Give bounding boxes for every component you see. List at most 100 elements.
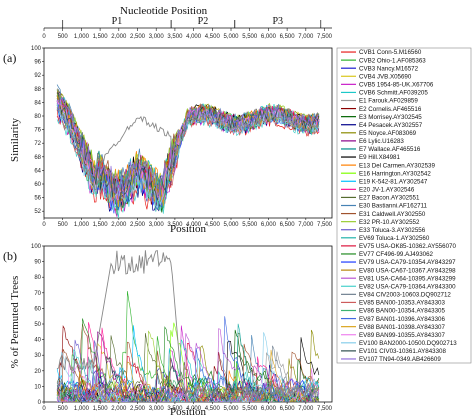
x-tick-label: 5,500 (242, 406, 258, 412)
y-tick-label: 40 (34, 338, 41, 344)
panel-a-traces (56, 84, 320, 218)
nucleotide-position-bar: Nucleotide Position 0 500 1,000 1,500 2,000 2… (42, 5, 332, 40)
legend-label: EV80 USA-CA67-10367.AY843298 (359, 267, 456, 274)
x-tick-label: 0 (42, 406, 46, 412)
legend-label: EV75 USA-OK85-10362.AY556070 (359, 243, 456, 250)
top-tick-label: 6,000 (261, 34, 277, 40)
x-tick-label: 7,000 (298, 406, 314, 412)
y-tick-label: 30 (34, 353, 41, 359)
top-tick-label: 1,000 (74, 34, 90, 40)
legend-label: CVB6 Schmitt.AF039205 (359, 90, 428, 97)
region-label: P1 (112, 16, 123, 27)
permuted-line (56, 379, 320, 402)
permuted-line (56, 249, 320, 399)
y-tick-label: 70 (34, 291, 41, 297)
legend-label: EV79 USA-CA79-10354.AY843297 (359, 259, 456, 266)
x-tick-label: 3,500 (167, 222, 183, 228)
x-tick-label: 5,000 (224, 406, 240, 412)
legend-label: EV89 BAN99-10355.AY843307 (359, 332, 445, 339)
y-tick-label: 64 (34, 168, 41, 174)
top-tick-label: 5,000 (224, 34, 240, 40)
legend-label: E7 Wallace.AF465516 (359, 146, 421, 153)
region-label: P3 (272, 16, 283, 27)
y-tick-label: 10 (34, 384, 41, 390)
panel-b-label: (b) (3, 249, 17, 263)
y-tick-label: 100 (31, 46, 42, 52)
x-tick-label: 4,500 (205, 222, 221, 228)
x-tick-label: 1,500 (93, 222, 109, 228)
y-tick-label: 76 (34, 128, 41, 134)
legend-label: CVB4 JVB.X05690 (359, 73, 412, 80)
x-tick-label: 5,500 (242, 222, 258, 228)
y-tick-label: 88 (34, 87, 41, 93)
x-tick-label: 1,000 (74, 222, 90, 228)
y-tick-label: 100 (31, 244, 42, 250)
legend-label: EV85 BAN00-10353.AY843303 (359, 300, 445, 307)
legend-label: E30 Bastianni.AF162711 (359, 203, 428, 210)
y-tick-label: 0 (38, 400, 42, 406)
x-tick-label: 2,000 (111, 222, 127, 228)
legend-label: EV84 CIV2003-10603.DQ902712 (359, 292, 451, 299)
y-tick-label: 72 (34, 141, 41, 147)
y-tick-label: 96 (34, 60, 41, 66)
permuted-line (56, 316, 320, 402)
panel-a-ylabel: Similarity (9, 118, 21, 163)
x-tick-label: 7,500 (317, 406, 333, 412)
legend-label: E3 Morrisey.AY302545 (359, 114, 422, 121)
x-tick-label: 4,000 (186, 406, 202, 412)
panel-b-xlabel: Position (170, 406, 207, 418)
x-tick-label: 4,000 (186, 222, 202, 228)
legend-label: CVB3 Nancy.M16572 (359, 65, 419, 72)
x-tick-label: 500 (58, 222, 69, 228)
legend-label: E13 Del Carmen.AY302539 (359, 162, 435, 169)
y-tick-label: 60 (34, 306, 41, 312)
y-tick-label: 20 (34, 369, 41, 375)
legend-label: EV86 BAN00-10354.AY843305 (359, 308, 445, 315)
x-tick-label: 6,500 (280, 406, 296, 412)
panel-b-plot-area (43, 245, 333, 403)
similarity-line (56, 106, 320, 191)
panel-b-traces (56, 249, 320, 402)
legend-label: E27 Bacon.AY302551 (359, 195, 420, 202)
permuted-line (56, 322, 320, 402)
legend-label: E1 Farouk.AF029859 (359, 98, 418, 105)
similarity-line (56, 97, 320, 200)
permuted-line (56, 368, 319, 402)
panel-a-label: (a) (3, 51, 16, 65)
legend-label: E6 Lylic.U16283 (359, 138, 404, 145)
y-tick-label: 80 (34, 114, 41, 120)
permuted-line (57, 325, 320, 402)
legend-label: EV81 USA-CA64-10395.AY843299 (359, 275, 456, 282)
top-tick-label: 2,000 (111, 34, 127, 40)
top-tick-label: 4,000 (186, 34, 202, 40)
legend-label: EV82 USA-CA79-10364.AY843300 (359, 283, 456, 290)
top-tick-label: 3,500 (167, 34, 183, 40)
y-tick-label: 80 (34, 275, 41, 281)
x-tick-label: 7,500 (317, 222, 333, 228)
legend-label: EV100 BAN2000-10500.DQ902713 (359, 340, 457, 347)
legend-label: E32 PR-10.AY302552 (359, 219, 420, 226)
x-tick-label: 1,000 (74, 406, 90, 412)
legend-label: EV107 TN94-0349.AB426609 (359, 356, 441, 363)
x-tick-label: 3,000 (149, 406, 165, 412)
y-tick-label: 50 (34, 322, 41, 328)
legend-box (336, 47, 472, 364)
y-tick-label: 68 (34, 155, 41, 161)
y-tick-label: 56 (34, 196, 41, 202)
y-tick-label: 60 (34, 182, 41, 188)
legend-label: E19 K-542-81.AY302547 (359, 178, 428, 185)
top-tick-label: 7,000 (298, 34, 314, 40)
top-tick-label: 1,500 (93, 34, 109, 40)
legend-label: EV87 BAN01-10396.AY843306 (359, 316, 445, 323)
legend-label: E5 Noyce.AF083069 (359, 130, 417, 137)
x-tick-label: 2,000 (111, 406, 127, 412)
top-tick-label: 6,500 (280, 34, 296, 40)
permuted-line (57, 323, 320, 402)
panel-b-ylabel: % of Permuted Trees (9, 276, 21, 369)
top-tick-label: 3,000 (149, 34, 165, 40)
x-tick-label: 4,500 (205, 406, 221, 412)
legend-label: E2 Cornelis.AF465516 (359, 106, 422, 113)
legend-label: E4 Pesacek.AY302557 (359, 122, 423, 129)
x-tick-label: 3,500 (167, 406, 183, 412)
